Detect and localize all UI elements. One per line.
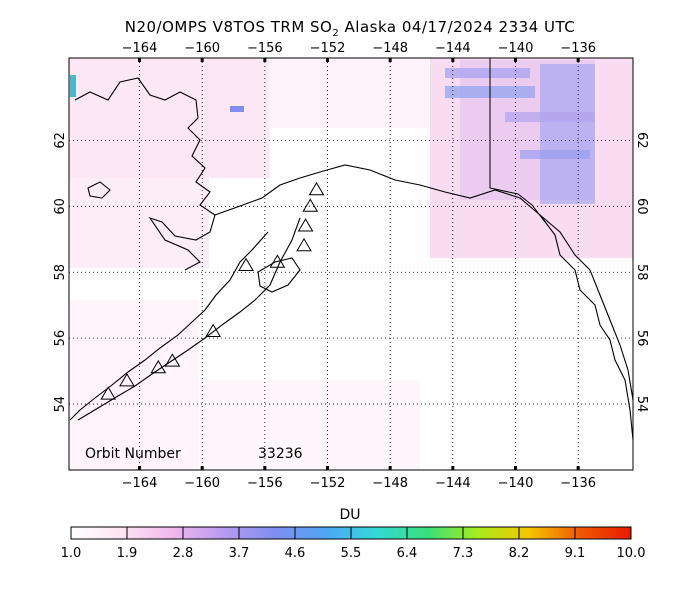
colorbar-tick-label: 7.3 [453,546,474,561]
lat-tick-left: 56 [53,330,68,347]
volcano-triangle [119,373,135,387]
lon-tick-top: −152 [310,41,346,56]
title-subscript: 2 [332,28,340,39]
lon-tick-bottom: −156 [247,476,283,491]
lon-tick-bottom: −136 [560,476,596,491]
lat-tick-left: 58 [53,264,68,281]
so2-cyan-pixel [70,75,76,97]
so2-streak-4 [520,150,590,159]
title-prefix: N20/OMPS V8TOS TRM SO [124,18,333,36]
volcano-triangle [164,353,181,367]
volcano-triangle [150,359,167,374]
lon-labels-top: −164 −160 −156 −152 −148 −144 −140 −136 [122,41,596,56]
lat-tick-right: 58 [634,264,649,281]
coastline-peninsula-north [69,231,269,421]
title-suffix: Alaska 04/17/2024 2334 UTC [339,18,576,36]
colorbar-unit-label: DU [339,507,361,523]
map-title: N20/OMPS V8TOS TRM SO2 Alaska 04/17/2024… [0,18,700,39]
lat-tick-left: 62 [53,132,68,149]
lon-tick-bottom: −160 [184,476,220,491]
volcano-triangle [302,198,319,212]
colorbar-ticks: 1.0 1.9 2.8 3.7 4.6 5.5 6.4 7.3 8.2 9.1 10.0 [61,527,646,561]
lat-tick-right: 62 [634,132,649,149]
lon-tick-bottom: −148 [372,476,408,491]
colorbar-tick-label: 5.5 [341,546,362,561]
map-frame [68,57,634,471]
colorbar-tick-label: 1.0 [61,546,82,561]
colorbar-tick-label: 2.8 [173,546,194,561]
graticule [69,58,633,470]
so2-swath-south [200,380,420,470]
so2-swath-high-band [540,64,595,204]
coastline-kodiak [257,257,301,293]
colorbar-tick-label: 9.1 [565,546,586,561]
colorbar-tick-label: 10.0 [617,546,646,561]
lon-tick-top: −156 [247,41,283,56]
lon-tick-top: −164 [122,41,158,56]
lat-tick-left: 54 [53,396,68,413]
colorbar-tick-label: 1.9 [117,546,138,561]
coastlines [69,77,633,441]
volcano-triangle [205,323,222,337]
so2-swath-center [269,58,429,128]
coastline-cook-inlet [214,164,633,401]
volcano-triangle [296,237,312,252]
lon-tick-top: −136 [560,41,596,56]
coastline-southeast-panhandle [539,214,633,441]
volcano-markers [100,181,325,400]
volcano-triangle [269,254,286,268]
lon-tick-bottom: −144 [435,476,471,491]
lat-labels-right: 62 60 58 56 54 [634,132,649,412]
map-content [69,58,633,470]
so2-streak-3 [505,112,595,122]
lon-tick-bottom: −164 [122,476,158,491]
map-tickmarks [138,58,580,470]
lon-tick-top: −140 [498,41,534,56]
colorbar-tick-label: 8.2 [509,546,530,561]
orbit-number: 33236 [258,446,303,462]
colorbar-tick-label: 3.7 [229,546,250,561]
so2-blue-pixel [230,106,244,112]
lon-labels-bottom: −164 −160 −156 −152 −148 −144 −140 −136 [122,476,596,491]
coastline-mainland [74,77,216,271]
so2-streak-1 [445,68,530,78]
lat-labels-left: 62 60 58 56 54 [53,132,68,412]
volcano-triangle [100,386,117,400]
volcano-triangle [297,218,314,232]
volcano-triangle [238,257,254,272]
lon-tick-bottom: −140 [498,476,534,491]
lon-tick-top: −144 [435,41,471,56]
volcano-triangle [308,181,325,196]
so2-swath-west-lower [69,178,209,268]
lon-tick-top: −160 [184,41,220,56]
lat-tick-right: 60 [634,198,649,215]
colorbar-tick-label: 4.6 [285,546,306,561]
lat-tick-right: 54 [634,396,649,413]
orbit-label: Orbit Number [85,446,181,462]
border-141w [489,58,546,223]
lat-tick-left: 60 [53,198,68,215]
lat-tick-right: 56 [634,330,649,347]
lon-tick-bottom: −152 [310,476,346,491]
coastline-nunivak [87,181,111,199]
colorbar-tick-label: 6.4 [397,546,418,561]
alaska-canada-border [489,58,546,223]
so2-swath-west [69,58,269,178]
so2-swath-layer [69,58,633,470]
coastline-peninsula-south [77,217,301,421]
lon-tick-top: −148 [372,41,408,56]
